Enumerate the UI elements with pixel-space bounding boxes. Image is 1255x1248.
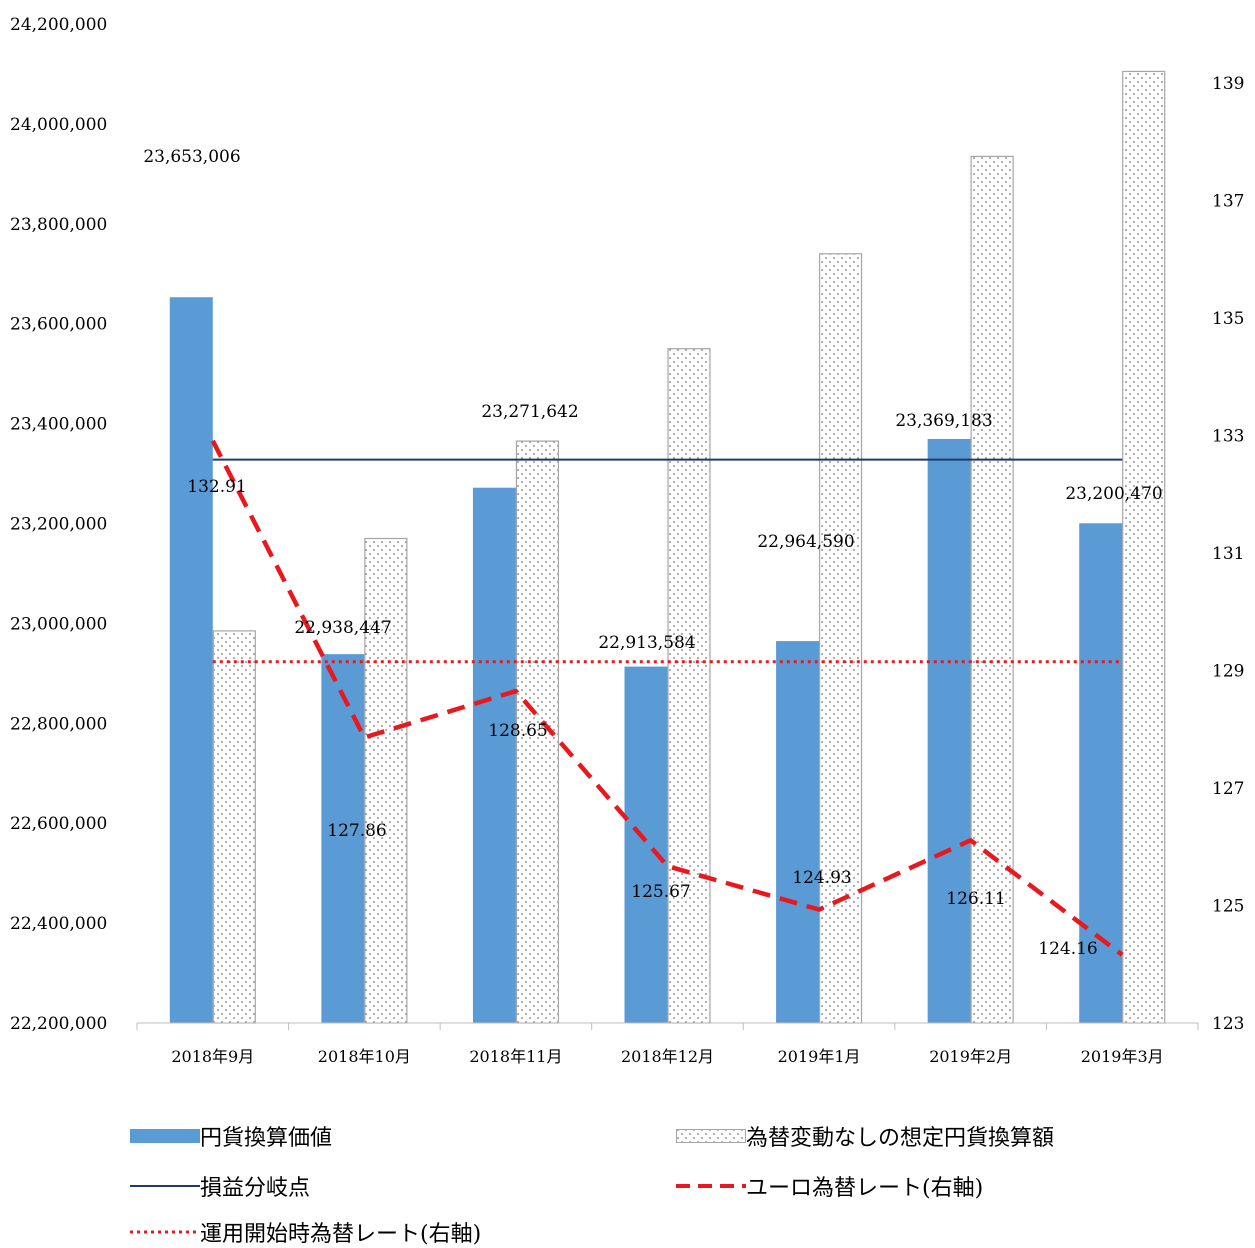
rate-value-label: 126.11 [946, 889, 1005, 909]
right-axis-ticks: 123 125 127 129 131 133 135 137 139 [1212, 74, 1244, 1034]
x-axis-label: 2018年12月 [621, 1047, 714, 1066]
x-axis-label: 2018年11月 [469, 1047, 562, 1066]
bar-yen-value [169, 297, 213, 1023]
x-axis-label: 2019年3月 [1081, 1047, 1164, 1066]
rate-value-label: 128.65 [488, 721, 547, 741]
left-axis-tick-label: 22,800,000 [10, 714, 107, 734]
bar-value-label: 23,369,183 [895, 411, 992, 431]
euro-rate-line [210, 439, 1124, 957]
bar-value-label: 22,938,447 [294, 618, 391, 638]
bar-no-fx-change [970, 155, 1014, 1024]
x-axis-label: 2019年1月 [778, 1047, 861, 1066]
bar-yen-value [472, 487, 516, 1023]
left-axis-tick-label: 22,200,000 [10, 1014, 107, 1034]
left-axis-tick-label: 23,600,000 [10, 315, 107, 335]
right-axis-tick-label: 129 [1212, 662, 1244, 682]
bar-yen-value [927, 438, 971, 1023]
rate-value-label: 132.91 [187, 477, 246, 497]
bar-yen-value [321, 654, 365, 1023]
rate-value-label: 127.86 [327, 821, 386, 841]
left-axis-tick-label: 24,200,000 [10, 15, 107, 35]
bar-value-label: 23,200,470 [1065, 484, 1162, 504]
x-axis-labels: 2018年9月 2018年10月 2018年11月 2018年12月 2019年1月 20… [171, 1047, 1163, 1066]
x-axis-label: 2018年10月 [318, 1047, 411, 1066]
bar-no-fx-change [1122, 70, 1166, 1024]
bar-value-label: 22,913,584 [598, 633, 695, 653]
bar-no-fx-change [212, 630, 256, 1024]
bar-yen-value [776, 641, 820, 1023]
data-labels: 23,653,006 22,938,447 23,271,642 22,913,584… [143, 147, 1162, 959]
right-axis-tick-label: 135 [1212, 309, 1244, 329]
bar-value-label: 23,271,642 [481, 402, 578, 422]
left-axis-tick-label: 23,800,000 [10, 215, 107, 235]
bar-value-label: 22,964,590 [757, 532, 854, 552]
bar-yen-value [624, 666, 668, 1023]
bar-value-label: 23,653,006 [143, 147, 240, 167]
right-axis-tick-label: 123 [1212, 1014, 1244, 1034]
rate-value-label: 124.93 [792, 868, 851, 888]
bars [169, 70, 1166, 1024]
left-axis-tick-label: 22,400,000 [10, 914, 107, 934]
left-axis-tick-label: 24,000,000 [10, 115, 107, 135]
right-axis-tick-label: 133 [1212, 427, 1244, 447]
rate-value-label: 124.16 [1038, 939, 1097, 959]
right-axis-tick-label: 137 [1212, 192, 1244, 212]
right-axis-tick-label: 125 [1212, 897, 1244, 917]
bar-no-fx-change [364, 537, 408, 1024]
left-axis-tick-label: 23,400,000 [10, 415, 107, 435]
right-axis-tick-label: 139 [1212, 74, 1244, 94]
right-axis-tick-label: 127 [1212, 779, 1244, 799]
rate-value-label: 125.67 [631, 882, 690, 902]
lines [210, 439, 1124, 957]
right-axis-tick-label: 131 [1212, 544, 1244, 564]
x-axis-label: 2018年9月 [171, 1047, 254, 1066]
left-axis-tick-label: 22,600,000 [10, 814, 107, 834]
left-axis-ticks: 22,200,000 22,400,000 22,600,000 22,800,000… [10, 15, 107, 1034]
bar-no-fx-change [818, 253, 863, 1024]
bar-no-fx-change [667, 348, 711, 1024]
left-axis-tick-label: 23,000,000 [10, 614, 107, 634]
left-axis-tick-label: 23,200,000 [10, 515, 107, 535]
x-axis-label: 2019年2月 [929, 1047, 1012, 1066]
x-axis [136, 1022, 1199, 1030]
